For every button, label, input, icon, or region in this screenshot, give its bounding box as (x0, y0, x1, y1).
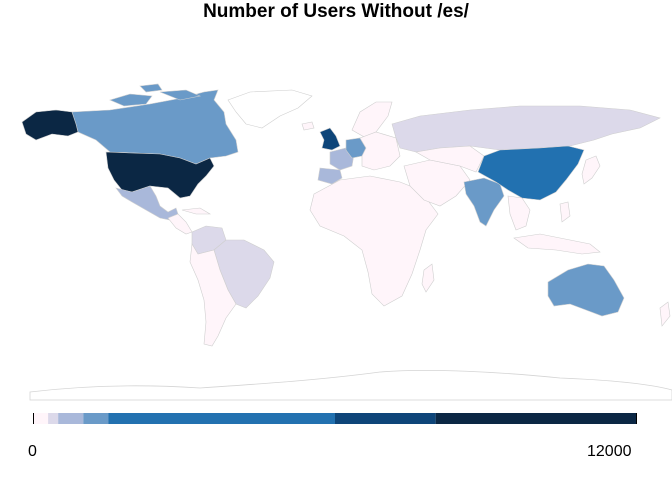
caribbean (181, 207, 212, 215)
greenland (227, 89, 313, 129)
central-america (167, 213, 193, 235)
color-scale-bar (33, 411, 637, 424)
southeast-asia (507, 195, 531, 231)
country-india[interactable] (463, 177, 505, 227)
country-united-states[interactable] (105, 151, 215, 199)
map-title: Number of Users Without /es/ (203, 1, 469, 22)
legend-bin-4 (108, 413, 335, 424)
philippines (559, 201, 571, 223)
south-america-other (189, 243, 237, 347)
indonesia (513, 233, 601, 255)
iceland (301, 121, 315, 131)
country-canada[interactable] (71, 89, 239, 165)
scandinavia (351, 101, 393, 139)
country-china[interactable] (477, 145, 585, 201)
europe-other (359, 131, 401, 171)
legend-bin-3 (83, 413, 109, 424)
country-spain[interactable] (317, 167, 343, 185)
legend-bin-6 (435, 413, 637, 424)
country-united-kingdom[interactable] (319, 127, 341, 151)
legend-bin-0 (33, 413, 49, 424)
legend-bin-5 (335, 413, 436, 424)
canada-islands (109, 83, 202, 107)
legend-min-label: 0 (28, 443, 37, 460)
country-australia[interactable] (547, 263, 625, 317)
country-alaska[interactable] (21, 109, 79, 141)
country-russia[interactable] (391, 105, 661, 153)
legend-bin-1 (48, 413, 59, 424)
madagascar (421, 263, 435, 293)
country-japan[interactable] (581, 155, 601, 185)
africa (309, 175, 439, 307)
country-mexico[interactable] (115, 185, 179, 221)
legend-max-label: 12000 (587, 443, 632, 460)
legend-bin-2 (58, 413, 84, 424)
antarctica (29, 369, 672, 401)
central-asia (415, 145, 485, 173)
new-zealand (659, 301, 671, 327)
